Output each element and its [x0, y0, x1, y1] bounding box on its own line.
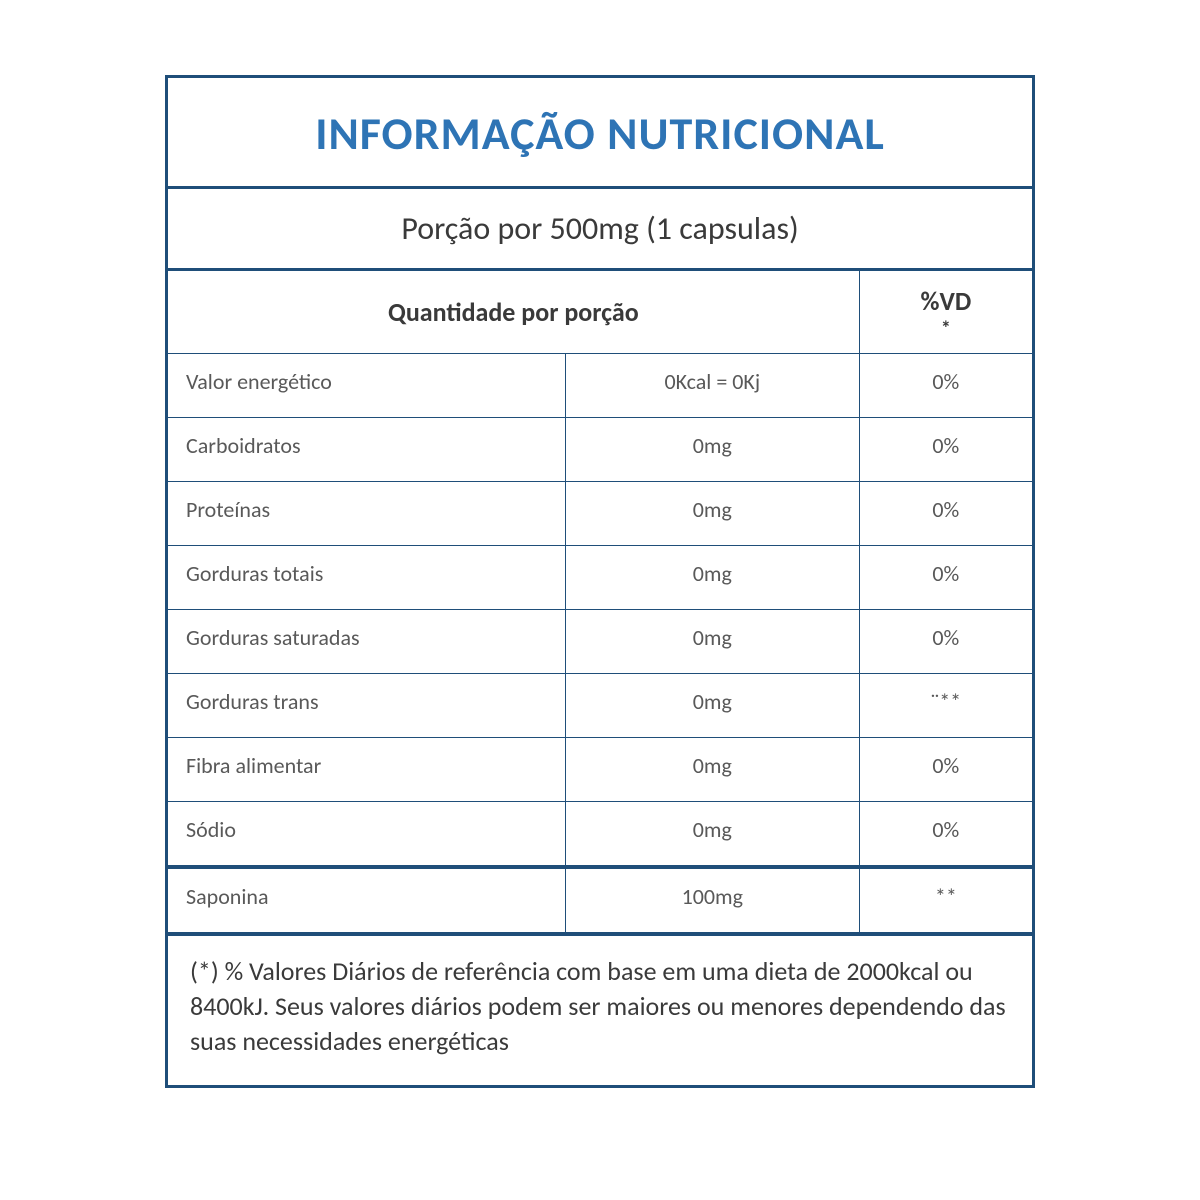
nutrient-vd: ** — [859, 867, 1032, 933]
nutrition-table: Quantidade por porção %VD * Valor energé… — [168, 271, 1032, 933]
serving-size: Porção por 500mg (1 capsulas) — [168, 189, 1032, 271]
nutrient-amount: 0mg — [565, 674, 859, 738]
nutrient-name: Gorduras trans — [168, 674, 565, 738]
nutrient-name: Fibra alimentar — [168, 738, 565, 802]
table-row: Carboidratos0mg0% — [168, 418, 1032, 482]
table-row: Gorduras trans0mg¨** — [168, 674, 1032, 738]
nutrient-vd: 0% — [859, 418, 1032, 482]
nutrient-name: Sódio — [168, 802, 565, 868]
header-quantity: Quantidade por porção — [168, 271, 859, 354]
panel-title: INFORMAÇÃO NUTRICIONAL — [168, 78, 1032, 189]
nutrient-amount: 0mg — [565, 610, 859, 674]
nutrient-amount: 0mg — [565, 546, 859, 610]
nutrition-panel: INFORMAÇÃO NUTRICIONAL Porção por 500mg … — [165, 75, 1035, 1088]
table-row: Valor energético0Kcal = 0Kj0% — [168, 354, 1032, 418]
table-row: Fibra alimentar0mg0% — [168, 738, 1032, 802]
table-row: Gorduras saturadas0mg0% — [168, 610, 1032, 674]
header-vd-marker: * — [868, 319, 1024, 339]
nutrient-vd: 0% — [859, 482, 1032, 546]
nutrient-name: Saponina — [168, 867, 565, 933]
nutrient-name: Valor energético — [168, 354, 565, 418]
nutrient-name: Carboidratos — [168, 418, 565, 482]
header-vd: %VD * — [859, 271, 1032, 354]
nutrient-amount: 0mg — [565, 738, 859, 802]
nutrient-amount: 0Kcal = 0Kj — [565, 354, 859, 418]
table-row: Gorduras totais0mg0% — [168, 546, 1032, 610]
table-row: Sódio0mg0% — [168, 802, 1032, 868]
nutrient-vd: ¨** — [859, 674, 1032, 738]
table-header-row: Quantidade por porção %VD * — [168, 271, 1032, 354]
table-row: Proteínas0mg0% — [168, 482, 1032, 546]
footnote: (*) % Valores Diários de referência com … — [168, 933, 1032, 1085]
nutrient-amount: 0mg — [565, 418, 859, 482]
nutrient-vd: 0% — [859, 354, 1032, 418]
nutrient-vd: 0% — [859, 802, 1032, 868]
nutrient-amount: 0mg — [565, 482, 859, 546]
nutrient-amount: 100mg — [565, 867, 859, 933]
nutrient-vd: 0% — [859, 546, 1032, 610]
table-row: Saponina100mg** — [168, 867, 1032, 933]
header-vd-label: %VD — [920, 285, 971, 317]
nutrient-name: Proteínas — [168, 482, 565, 546]
nutrient-vd: 0% — [859, 738, 1032, 802]
nutrient-amount: 0mg — [565, 802, 859, 868]
nutrient-name: Gorduras totais — [168, 546, 565, 610]
nutrient-name: Gorduras saturadas — [168, 610, 565, 674]
nutrient-vd: 0% — [859, 610, 1032, 674]
